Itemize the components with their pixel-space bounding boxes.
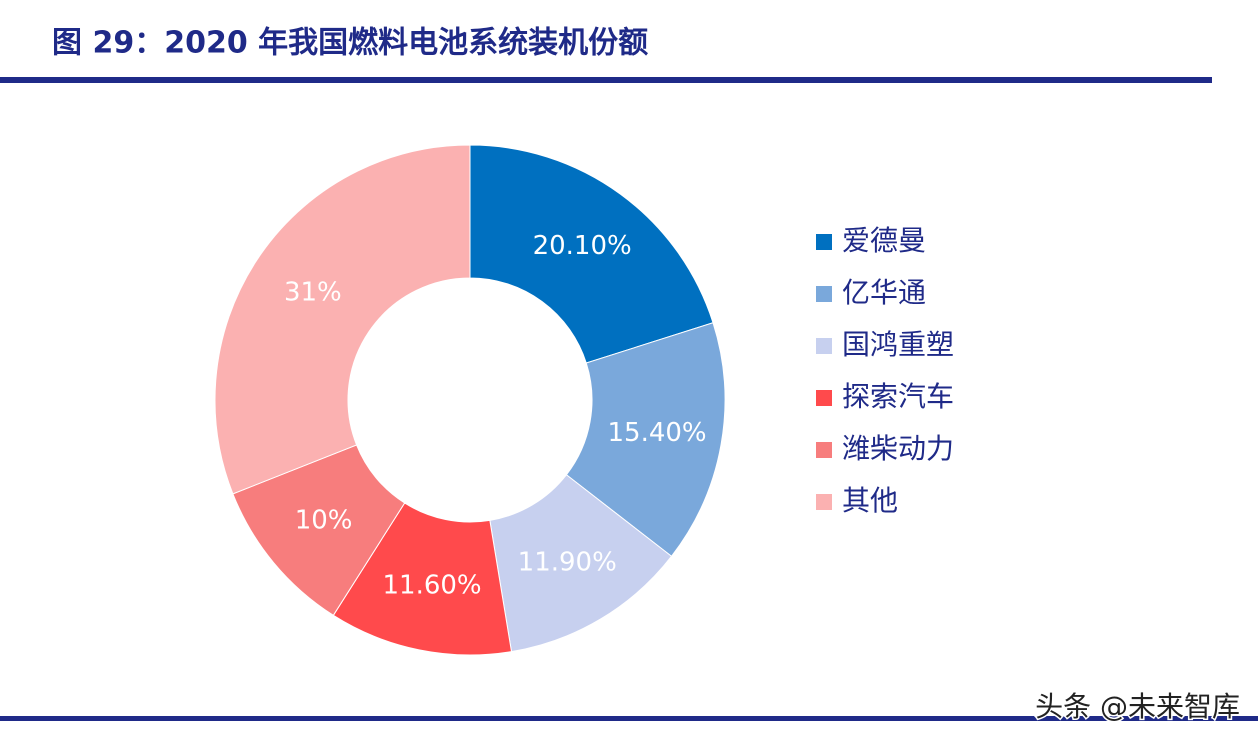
data-label: 11.60% [382, 571, 481, 601]
legend-swatch [816, 442, 832, 458]
donut-slice [214, 144, 471, 495]
donut-slice [469, 144, 714, 364]
legend-label: 潍柴动力 [842, 432, 954, 465]
watermark: 头条 @未来智库 [1035, 690, 1240, 723]
donut-slice [489, 474, 673, 653]
legend-label: 探索汽车 [842, 380, 954, 413]
bottom-rule [0, 716, 1258, 721]
title-rule [0, 77, 1212, 83]
data-label: 15.40% [607, 418, 706, 448]
legend-label: 国鸿重塑 [842, 328, 954, 361]
data-label: 31% [284, 278, 342, 308]
legend-label: 亿华通 [842, 276, 926, 309]
chart-title: 图 29：2020 年我国燃料电池系统装机份额 [52, 26, 648, 61]
donut-slice [565, 322, 726, 557]
legend-swatch [816, 494, 832, 510]
legend-swatch [816, 338, 832, 354]
legend-label: 其他 [842, 484, 898, 517]
legend-label: 爱德曼 [842, 224, 926, 257]
data-label: 20.10% [533, 231, 632, 261]
legend-swatch [816, 390, 832, 406]
legend-swatch [816, 234, 832, 250]
data-label: 11.90% [518, 548, 617, 578]
legend-swatch [816, 286, 832, 302]
data-label: 10% [295, 506, 353, 536]
